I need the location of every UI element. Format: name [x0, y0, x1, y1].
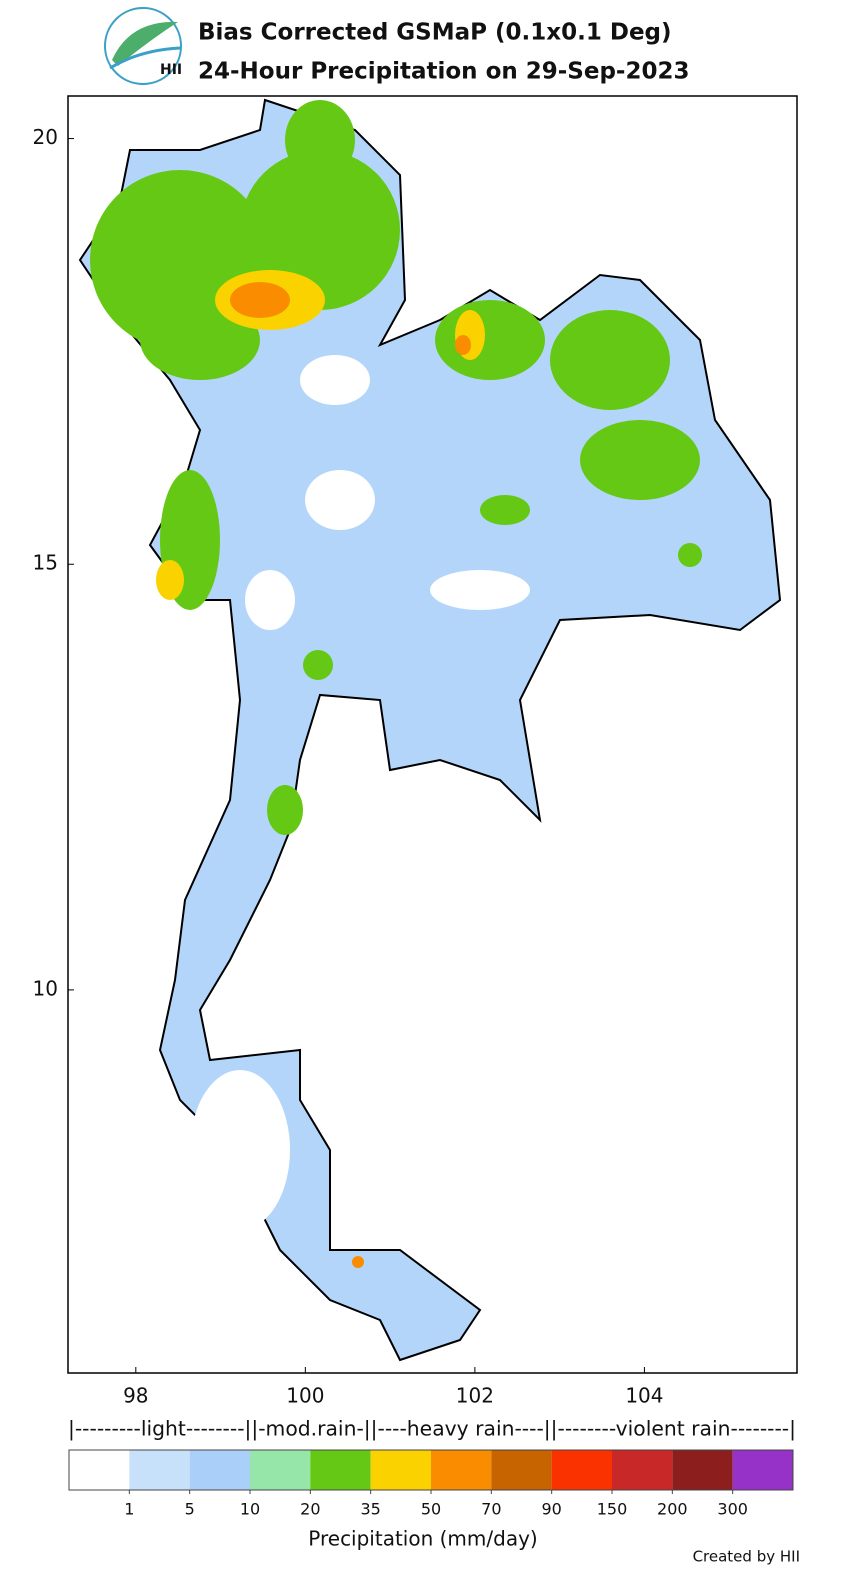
- title-line: 24-Hour Precipitation on 29-Sep-2023: [198, 59, 690, 85]
- map: [67, 95, 798, 1374]
- colorbar-tick-label: 200: [657, 1500, 688, 1519]
- x-tick-label: 100: [286, 1384, 324, 1408]
- legend-categories: |---------light--------||-mod.rain-||---…: [68, 1417, 796, 1441]
- credit: Created by HII: [693, 1548, 800, 1566]
- colorbar-tick-label: 150: [597, 1500, 628, 1519]
- map-axes: 98 100 102 104 20 15 10: [33, 125, 664, 1407]
- y-tick-label: 10: [33, 976, 58, 1000]
- colorbar-swatch: [189, 1450, 250, 1490]
- colorbar-swatch: [732, 1450, 793, 1490]
- colorbar-tick-label: 20: [300, 1500, 320, 1519]
- colorbar-swatch: [310, 1450, 371, 1490]
- colorbar-swatch: [250, 1450, 311, 1490]
- colorbar-tick-label: 10: [240, 1500, 260, 1519]
- colorbar-tick-label: 90: [541, 1500, 561, 1519]
- colorbar-swatch: [69, 1450, 130, 1490]
- x-tick-label: 104: [625, 1384, 663, 1408]
- y-tick-label: 20: [33, 125, 58, 149]
- colorbar-label: Precipitation (mm/day): [308, 1527, 537, 1551]
- colorbar-tick-label: 35: [360, 1500, 380, 1519]
- colorbar-swatch: [672, 1450, 733, 1490]
- colorbar-tick-label: 5: [185, 1500, 195, 1519]
- colorbar-tick-label: 50: [421, 1500, 441, 1519]
- title-line: Bias Corrected GSMaP (0.1x0.1 Deg): [198, 20, 672, 46]
- colorbar-swatch: [431, 1450, 492, 1490]
- colorbar-tick-label: 70: [481, 1500, 501, 1519]
- x-tick-label: 98: [123, 1384, 148, 1408]
- logo-text: HII: [160, 62, 182, 78]
- colorbar-swatch: [551, 1450, 612, 1490]
- colorbar-swatch: [129, 1450, 190, 1490]
- x-tick-label: 102: [456, 1384, 494, 1408]
- colorbar-swatch: [491, 1450, 552, 1490]
- colorbar-swatch: [612, 1450, 673, 1490]
- colorbar: 1 5 10 20 35 50 70 90 150 200 300: [68, 1449, 794, 1519]
- colorbar-tick-label: 300: [717, 1500, 748, 1519]
- colorbar-swatch: [370, 1450, 431, 1490]
- y-tick-label: 15: [33, 551, 58, 575]
- logo: HII: [104, 7, 182, 85]
- colorbar-tick-label: 1: [124, 1500, 134, 1519]
